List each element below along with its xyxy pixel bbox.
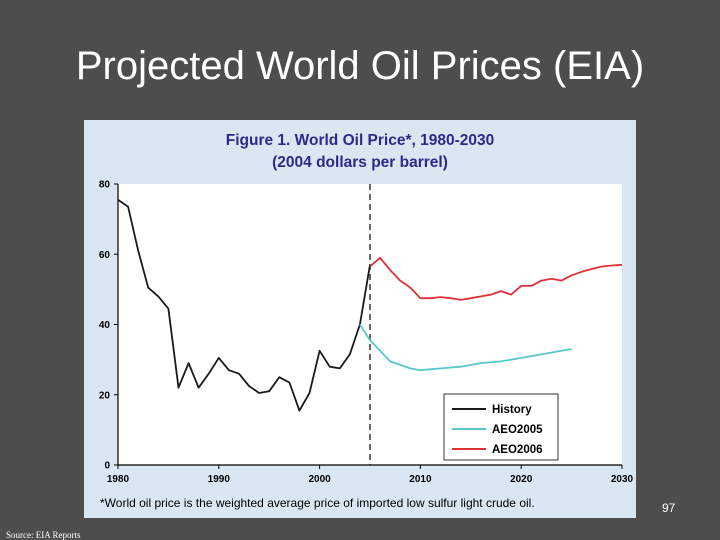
legend-label: AEO2006 bbox=[492, 444, 543, 456]
y-tick-label: 60 bbox=[99, 250, 111, 261]
series-line-history bbox=[117, 199, 371, 412]
y-tick-label: 40 bbox=[99, 320, 111, 331]
x-tick-label: 2020 bbox=[510, 474, 533, 485]
legend-label: AEO2005 bbox=[492, 424, 543, 436]
series-line-aeo2006 bbox=[369, 256, 623, 301]
chart-subtitle: (2004 dollars per barrel) bbox=[272, 154, 448, 171]
x-tick-label: 2010 bbox=[409, 474, 432, 485]
source-note: Source: EIA Reports bbox=[6, 530, 81, 540]
legend-label: History bbox=[492, 404, 532, 416]
chart-figure: Figure 1. World Oil Price*, 1980-2030 (2… bbox=[84, 120, 636, 518]
y-tick-label: 0 bbox=[104, 461, 110, 472]
series-line-aeo2005 bbox=[359, 324, 572, 372]
y-tick-label: 20 bbox=[99, 390, 111, 401]
slide-title: Projected World Oil Prices (EIA) bbox=[75, 44, 645, 88]
x-tick-label: 2000 bbox=[308, 474, 331, 485]
chart-title: Figure 1. World Oil Price*, 1980-2030 bbox=[225, 132, 495, 149]
chart-footnote: *World oil price is the weighted average… bbox=[100, 496, 535, 510]
slide-number: 97 bbox=[662, 501, 676, 515]
chart-plot: 0 20 40 60 80 1980 1990 2000 2010 2020 2030 History… bbox=[99, 180, 634, 486]
x-tick-label: 2030 bbox=[611, 474, 634, 485]
y-tick-label: 80 bbox=[99, 180, 111, 191]
x-tick-label: 1990 bbox=[208, 474, 231, 485]
x-tick-label: 1980 bbox=[107, 474, 130, 485]
